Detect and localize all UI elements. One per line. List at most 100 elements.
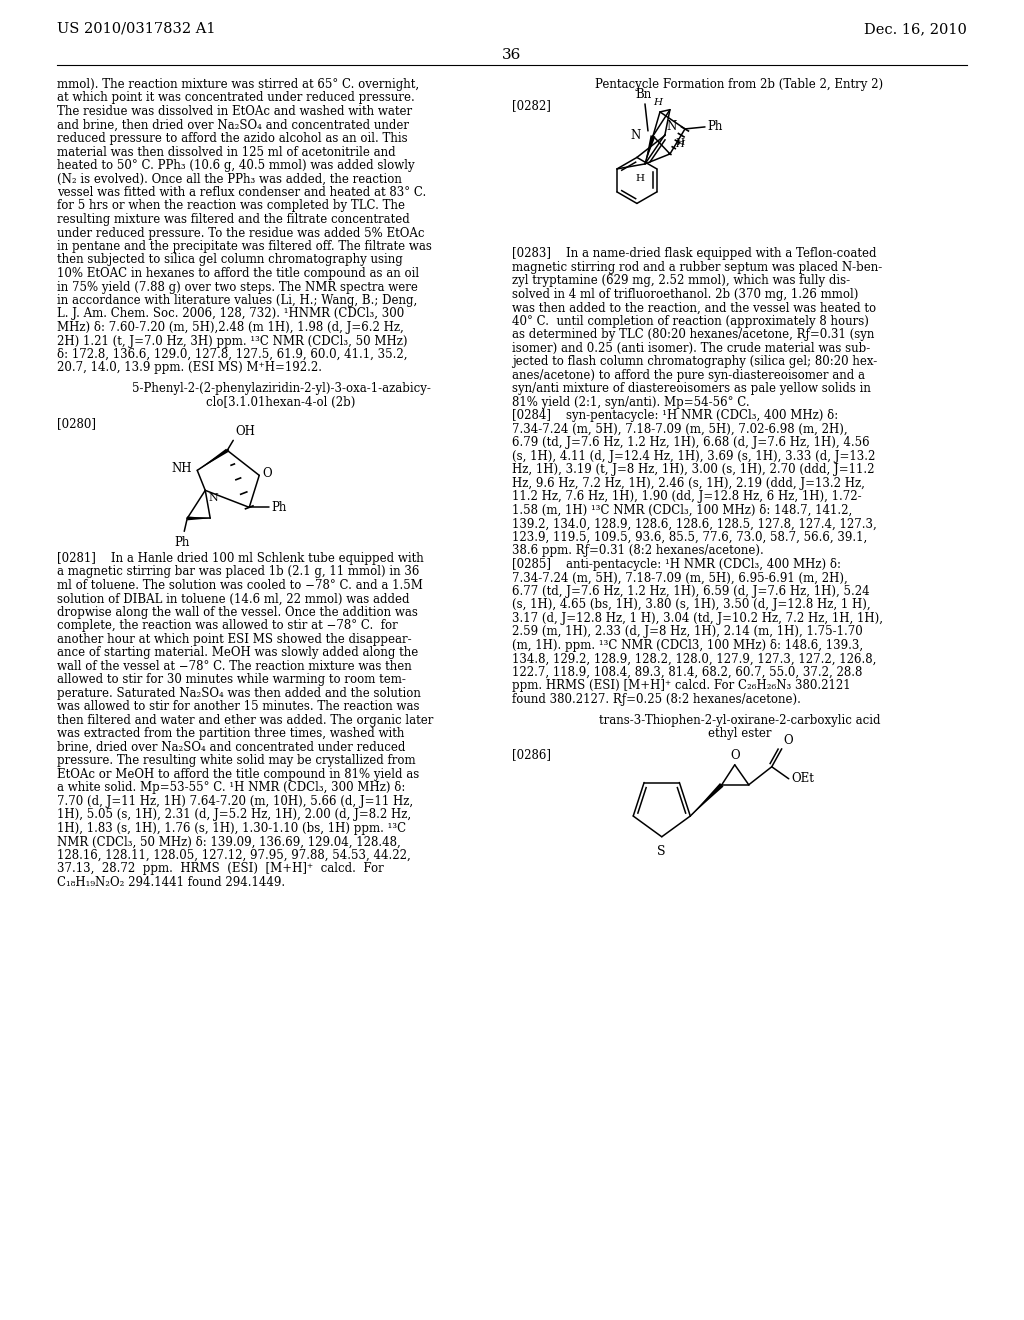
Text: for 5 hrs or when the reaction was completed by TLC. The: for 5 hrs or when the reaction was compl… xyxy=(57,199,406,213)
Text: The residue was dissolved in EtOAc and washed with water: The residue was dissolved in EtOAc and w… xyxy=(57,106,412,117)
Text: O: O xyxy=(262,467,271,480)
Text: 134.8, 129.2, 128.9, 128.2, 128.0, 127.9, 127.3, 127.2, 126.8,: 134.8, 129.2, 128.9, 128.2, 128.0, 127.9… xyxy=(512,652,877,665)
Text: NMR (CDCl₃, 50 MHz) δ: 139.09, 136.69, 129.04, 128.48,: NMR (CDCl₃, 50 MHz) δ: 139.09, 136.69, 1… xyxy=(57,836,400,849)
Text: OH: OH xyxy=(236,425,255,438)
Text: 3.17 (d, J=12.8 Hz, 1 H), 3.04 (td, J=10.2 Hz, 7.2 Hz, 1H, 1H),: 3.17 (d, J=12.8 Hz, 1 H), 3.04 (td, J=10… xyxy=(512,612,883,624)
Text: brine, dried over Na₂SO₄ and concentrated under reduced: brine, dried over Na₂SO₄ and concentrate… xyxy=(57,741,406,754)
Text: clo[3.1.01hexan-4-ol (2b): clo[3.1.01hexan-4-ol (2b) xyxy=(206,396,355,409)
Text: N: N xyxy=(667,120,677,133)
Text: 6.79 (td, J=7.6 Hz, 1.2 Hz, 1H), 6.68 (d, J=7.6 Hz, 1H), 4.56: 6.79 (td, J=7.6 Hz, 1.2 Hz, 1H), 6.68 (d… xyxy=(512,437,869,449)
Text: US 2010/0317832 A1: US 2010/0317832 A1 xyxy=(57,22,215,36)
Text: ppm. HRMS (ESI) [M+H]⁺ calcd. For C₂₆H₂₆N₃ 380.2121: ppm. HRMS (ESI) [M+H]⁺ calcd. For C₂₆H₂₆… xyxy=(512,680,851,693)
Text: a magnetic stirring bar was placed 1b (2.1 g, 11 mmol) in 36: a magnetic stirring bar was placed 1b (2… xyxy=(57,565,420,578)
Text: at which point it was concentrated under reduced pressure.: at which point it was concentrated under… xyxy=(57,91,415,104)
Text: ance of starting material. MeOH was slowly added along the: ance of starting material. MeOH was slow… xyxy=(57,647,418,660)
Text: C₁₈H₁₉N₂O₂ 294.1441 found 294.1449.: C₁₈H₁₉N₂O₂ 294.1441 found 294.1449. xyxy=(57,876,285,888)
Text: EtOAc or MeOH to afford the title compound in 81% yield as: EtOAc or MeOH to afford the title compou… xyxy=(57,768,419,781)
Text: 1H), 1.83 (s, 1H), 1.76 (s, 1H), 1.30-1.10 (bs, 1H) ppm. ¹³C: 1H), 1.83 (s, 1H), 1.76 (s, 1H), 1.30-1.… xyxy=(57,822,407,834)
Text: 7.70 (d, J=11 Hz, 1H) 7.64-7.20 (m, 10H), 5.66 (d, J=11 Hz,: 7.70 (d, J=11 Hz, 1H) 7.64-7.20 (m, 10H)… xyxy=(57,795,413,808)
Text: 123.9, 119.5, 109.5, 93.6, 85.5, 77.6, 73.0, 58.7, 56.6, 39.1,: 123.9, 119.5, 109.5, 93.6, 85.5, 77.6, 7… xyxy=(512,531,867,544)
Text: [0281]    In a Hanle dried 100 ml Schlenk tube equipped with: [0281] In a Hanle dried 100 ml Schlenk t… xyxy=(57,552,424,565)
Text: H: H xyxy=(653,98,662,107)
Polygon shape xyxy=(198,449,228,470)
Text: allowed to stir for 30 minutes while warming to room tem-: allowed to stir for 30 minutes while war… xyxy=(57,673,406,686)
Text: 11.2 Hz, 7.6 Hz, 1H), 1.90 (dd, J=12.8 Hz, 6 Hz, 1H), 1.72-: 11.2 Hz, 7.6 Hz, 1H), 1.90 (dd, J=12.8 H… xyxy=(512,491,861,503)
Text: ml of toluene. The solution was cooled to −78° C. and a 1.5M: ml of toluene. The solution was cooled t… xyxy=(57,579,423,591)
Text: 6.77 (td, J=7.6 Hz, 1.2 Hz, 1H), 6.59 (d, J=7.6 Hz, 1H), 5.24: 6.77 (td, J=7.6 Hz, 1.2 Hz, 1H), 6.59 (d… xyxy=(512,585,869,598)
Text: solution of DIBAL in toluene (14.6 ml, 22 mmol) was added: solution of DIBAL in toluene (14.6 ml, 2… xyxy=(57,593,410,606)
Text: Ph: Ph xyxy=(707,120,722,133)
Text: 5-Phenyl-2-(2-phenylaziridin-2-yl)-3-oxa-1-azabicy-: 5-Phenyl-2-(2-phenylaziridin-2-yl)-3-oxa… xyxy=(131,383,430,396)
Text: 122.7, 118.9, 108.4, 89.3, 81.4, 68.2, 60.7, 55.0, 37.2, 28.8: 122.7, 118.9, 108.4, 89.3, 81.4, 68.2, 6… xyxy=(512,665,862,678)
Text: O: O xyxy=(730,748,739,762)
Text: heated to 50° C. PPh₃ (10.6 g, 40.5 mmol) was added slowly: heated to 50° C. PPh₃ (10.6 g, 40.5 mmol… xyxy=(57,158,415,172)
Text: ethyl ester: ethyl ester xyxy=(708,727,771,741)
Text: then filtered and water and ether was added. The organic later: then filtered and water and ether was ad… xyxy=(57,714,433,727)
Text: H: H xyxy=(675,140,684,149)
Text: [0282]: [0282] xyxy=(512,99,551,112)
Text: Ph: Ph xyxy=(271,500,287,513)
Text: isomer) and 0.25 (anti isomer). The crude material was sub-: isomer) and 0.25 (anti isomer). The crud… xyxy=(512,342,870,355)
Text: perature. Saturated Na₂SO₄ was then added and the solution: perature. Saturated Na₂SO₄ was then adde… xyxy=(57,686,421,700)
Polygon shape xyxy=(690,783,724,816)
Text: and brine, then dried over Na₂SO₄ and concentrated under: and brine, then dried over Na₂SO₄ and co… xyxy=(57,119,409,132)
Text: was then added to the reaction, and the vessel was heated to: was then added to the reaction, and the … xyxy=(512,301,877,314)
Text: Dec. 16, 2010: Dec. 16, 2010 xyxy=(864,22,967,36)
Text: H: H xyxy=(636,174,644,183)
Text: 1.58 (m, 1H) ¹³C NMR (CDCl₃, 100 MHz) δ: 148.7, 141.2,: 1.58 (m, 1H) ¹³C NMR (CDCl₃, 100 MHz) δ:… xyxy=(512,504,852,517)
Text: MHz) δ: 7.60-7.20 (m, 5H),2.48 (m 1H), 1.98 (d, J=6.2 Hz,: MHz) δ: 7.60-7.20 (m, 5H),2.48 (m 1H), 1… xyxy=(57,321,403,334)
Text: 2H) 1.21 (t, J=7.0 Hz, 3H) ppm. ¹³C NMR (CDCl₃, 50 MHz): 2H) 1.21 (t, J=7.0 Hz, 3H) ppm. ¹³C NMR … xyxy=(57,334,408,347)
Polygon shape xyxy=(645,135,655,164)
Text: (s, 1H), 4.65 (bs, 1H), 3.80 (s, 1H), 3.50 (d, J=12.8 Hz, 1 H),: (s, 1H), 4.65 (bs, 1H), 3.80 (s, 1H), 3.… xyxy=(512,598,870,611)
Text: [0283]    In a name-dried flask equipped with a Teflon-coated: [0283] In a name-dried flask equipped wi… xyxy=(512,247,877,260)
Text: material was then dissolved in 125 ml of acetonitrile and: material was then dissolved in 125 ml of… xyxy=(57,145,395,158)
Text: dropwise along the wall of the vessel. Once the addition was: dropwise along the wall of the vessel. O… xyxy=(57,606,418,619)
Text: as determined by TLC (80:20 hexanes/acetone, Rƒ=0.31 (syn: as determined by TLC (80:20 hexanes/acet… xyxy=(512,329,874,342)
Text: 7.34-7.24 (m, 5H), 7.18-7.09 (m, 5H), 6.95-6.91 (m, 2H),: 7.34-7.24 (m, 5H), 7.18-7.09 (m, 5H), 6.… xyxy=(512,572,848,585)
Text: [0280]: [0280] xyxy=(57,417,96,430)
Text: 20.7, 14.0, 13.9 ppm. (ESI MS) M⁺H=192.2.: 20.7, 14.0, 13.9 ppm. (ESI MS) M⁺H=192.2… xyxy=(57,362,322,375)
Text: NH: NH xyxy=(172,462,193,475)
Text: resulting mixture was filtered and the filtrate concentrated: resulting mixture was filtered and the f… xyxy=(57,213,410,226)
Text: complete, the reaction was allowed to stir at −78° C.  for: complete, the reaction was allowed to st… xyxy=(57,619,397,632)
Text: 40° C.  until completion of reaction (approximately 8 hours): 40° C. until completion of reaction (app… xyxy=(512,315,869,327)
Text: [0286]: [0286] xyxy=(512,748,551,762)
Text: [0284]    syn-pentacycle: ¹H NMR (CDCl₃, 400 MHz) δ:: [0284] syn-pentacycle: ¹H NMR (CDCl₃, 40… xyxy=(512,409,839,422)
Text: vessel was fitted with a reflux condenser and heated at 83° C.: vessel was fitted with a reflux condense… xyxy=(57,186,426,199)
Text: [0285]    anti-pentacycle: ¹H NMR (CDCl₃, 400 MHz) δ:: [0285] anti-pentacycle: ¹H NMR (CDCl₃, 4… xyxy=(512,558,841,572)
Text: was allowed to stir for another 15 minutes. The reaction was: was allowed to stir for another 15 minut… xyxy=(57,701,420,713)
Text: found 380.2127. Rƒ=0.25 (8:2 hexanes/acetone).: found 380.2127. Rƒ=0.25 (8:2 hexanes/ace… xyxy=(512,693,801,706)
Text: 81% yield (2:1, syn/anti). Mp=54-56° C.: 81% yield (2:1, syn/anti). Mp=54-56° C. xyxy=(512,396,750,409)
Text: then subjected to silica gel column chromatography using: then subjected to silica gel column chro… xyxy=(57,253,402,267)
Text: N: N xyxy=(631,129,641,143)
Text: 38.6 ppm. Rƒ=0.31 (8:2 hexanes/acetone).: 38.6 ppm. Rƒ=0.31 (8:2 hexanes/acetone). xyxy=(512,544,764,557)
Text: Ph: Ph xyxy=(174,536,189,549)
Text: (s, 1H), 4.11 (d, J=12.4 Hz, 1H), 3.69 (s, 1H), 3.33 (d, J=13.2: (s, 1H), 4.11 (d, J=12.4 Hz, 1H), 3.69 (… xyxy=(512,450,876,463)
Text: OEt: OEt xyxy=(792,772,815,785)
Text: another hour at which point ESI MS showed the disappear-: another hour at which point ESI MS showe… xyxy=(57,632,412,645)
Text: O: O xyxy=(783,734,794,747)
Text: Hz, 9.6 Hz, 7.2 Hz, 1H), 2.46 (s, 1H), 2.19 (ddd, J=13.2 Hz,: Hz, 9.6 Hz, 7.2 Hz, 1H), 2.46 (s, 1H), 2… xyxy=(512,477,865,490)
Text: anes/acetone) to afford the pure syn-diastereoisomer and a: anes/acetone) to afford the pure syn-dia… xyxy=(512,368,865,381)
Text: reduced pressure to afford the azido alcohol as an oil. This: reduced pressure to afford the azido alc… xyxy=(57,132,408,145)
Text: N: N xyxy=(208,494,218,503)
Text: 2.59 (m, 1H), 2.33 (d, J=8 Hz, 1H), 2.14 (m, 1H), 1.75-1.70: 2.59 (m, 1H), 2.33 (d, J=8 Hz, 1H), 2.14… xyxy=(512,626,863,639)
Text: zyl tryptamine (629 mg, 2.52 mmol), which was fully dis-: zyl tryptamine (629 mg, 2.52 mmol), whic… xyxy=(512,275,850,288)
Text: δ: 172.8, 136.6, 129.0, 127.8, 127.5, 61.9, 60.0, 41.1, 35.2,: δ: 172.8, 136.6, 129.0, 127.8, 127.5, 61… xyxy=(57,348,408,360)
Text: Hz, 1H), 3.19 (t, J=8 Hz, 1H), 3.00 (s, 1H), 2.70 (ddd, J=11.2: Hz, 1H), 3.19 (t, J=8 Hz, 1H), 3.00 (s, … xyxy=(512,463,874,477)
Text: 7.34-7.24 (m, 5H), 7.18-7.09 (m, 5H), 7.02-6.98 (m, 2H),: 7.34-7.24 (m, 5H), 7.18-7.09 (m, 5H), 7.… xyxy=(512,422,848,436)
Text: solved in 4 ml of trifluoroethanol. 2b (370 mg, 1.26 mmol): solved in 4 ml of trifluoroethanol. 2b (… xyxy=(512,288,858,301)
Text: S: S xyxy=(657,845,666,858)
Text: a white solid. Mp=53-55° C. ¹H NMR (CDCl₃, 300 MHz) δ:: a white solid. Mp=53-55° C. ¹H NMR (CDCl… xyxy=(57,781,406,795)
Text: H: H xyxy=(676,139,685,148)
Text: magnetic stirring rod and a rubber septum was placed N-ben-: magnetic stirring rod and a rubber septu… xyxy=(512,261,883,275)
Text: L. J. Am. Chem. Soc. 2006, 128, 732). ¹HNMR (CDCl₃, 300: L. J. Am. Chem. Soc. 2006, 128, 732). ¹H… xyxy=(57,308,404,321)
Polygon shape xyxy=(187,516,210,520)
Text: syn/anti mixture of diastereoisomers as pale yellow solids in: syn/anti mixture of diastereoisomers as … xyxy=(512,383,870,396)
Text: in 75% yield (7.88 g) over two steps. The NMR spectra were: in 75% yield (7.88 g) over two steps. Th… xyxy=(57,281,418,293)
Text: trans-3-Thiophen-2-yl-oxirane-2-carboxylic acid: trans-3-Thiophen-2-yl-oxirane-2-carboxyl… xyxy=(599,714,881,727)
Text: under reduced pressure. To the residue was added 5% EtOAc: under reduced pressure. To the residue w… xyxy=(57,227,425,239)
Text: 36: 36 xyxy=(503,48,521,62)
Text: 128.16, 128.11, 128.05, 127.12, 97.95, 97.88, 54.53, 44.22,: 128.16, 128.11, 128.05, 127.12, 97.95, 9… xyxy=(57,849,411,862)
Text: Bn: Bn xyxy=(635,88,651,100)
